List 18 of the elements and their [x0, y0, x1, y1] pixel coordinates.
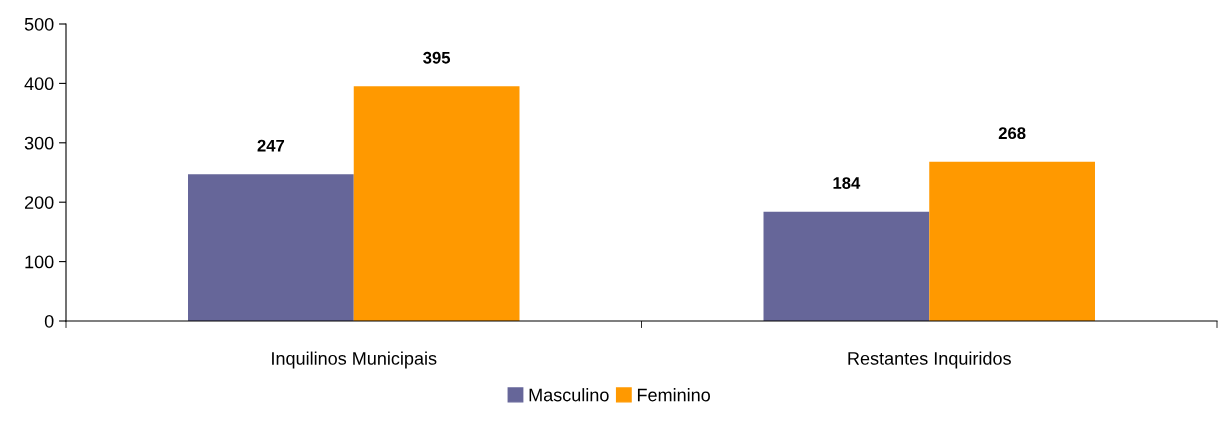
- data-label: 268: [998, 127, 1026, 140]
- bar: [763, 211, 930, 321]
- legend-label: Masculino: [529, 388, 609, 402]
- data-label: 247: [257, 139, 285, 152]
- x-tick-label: Inquilinos Municipais: [272, 351, 437, 369]
- data-label: 395: [423, 51, 451, 64]
- y-tick-label: 200: [24, 196, 54, 209]
- y-tick-label: 100: [25, 255, 54, 269]
- bar: [353, 86, 520, 321]
- data-label: 184: [833, 177, 861, 189]
- bar: [188, 174, 354, 321]
- y-tick-label: 400: [24, 77, 54, 91]
- y-tick-label: 0: [44, 314, 54, 328]
- bar: [929, 161, 1095, 321]
- y-tick-label: 300: [24, 136, 54, 150]
- y-tick-label: 500: [24, 17, 54, 31]
- x-tick-label: Restantes Inquiridos: [848, 351, 1011, 369]
- legend-label: Feminino: [637, 388, 710, 402]
